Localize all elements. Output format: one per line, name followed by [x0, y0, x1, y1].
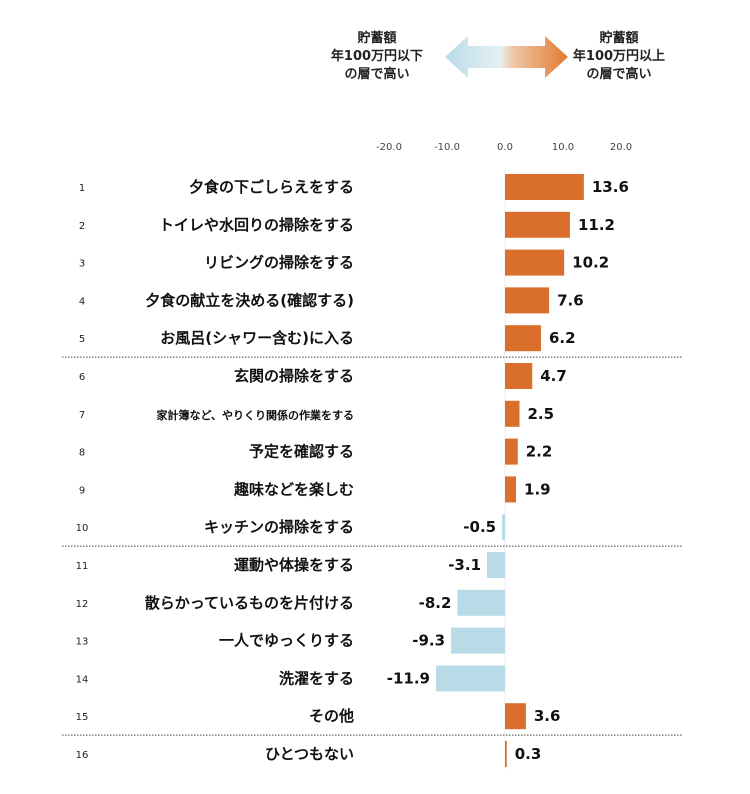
data-label: 3.6: [534, 707, 561, 725]
data-label: 2.2: [526, 443, 553, 461]
category-label: 家計簿など、やりくり関係の作業をする: [157, 408, 354, 422]
bar: [505, 703, 526, 730]
rank-label: 5: [79, 334, 85, 345]
data-label: -9.3: [412, 632, 445, 650]
bar: [505, 400, 520, 427]
category-label: 洗濯をする: [279, 669, 354, 687]
bar: [457, 589, 505, 616]
category-label: 玄関の掃除をする: [234, 367, 354, 385]
double-arrow-icon: [445, 36, 568, 78]
bar: [505, 287, 550, 314]
rank-label: 10: [76, 523, 89, 534]
legend-right-line-3: の層で高い: [586, 67, 652, 82]
category-label: 予定を確認する: [249, 443, 354, 461]
bar: [505, 211, 570, 238]
rank-label: 2: [79, 221, 85, 232]
category-label: 一人でゆっくりする: [219, 632, 354, 650]
bar: [505, 741, 507, 767]
legend-right-text: 貯蓄額 年100万円以上 の層で高い: [549, 30, 689, 84]
data-label: 1.9: [524, 480, 551, 498]
bar: [451, 627, 505, 654]
legend-right-line-1: 貯蓄額: [599, 31, 639, 46]
rank-label: 3: [79, 259, 85, 270]
bar: [487, 552, 505, 578]
legend-left-line-1: 貯蓄額: [357, 31, 397, 46]
category-label: リビングの掃除をする: [204, 254, 354, 272]
category-label: 夕食の献立を決める(確認する): [145, 291, 354, 309]
rank-label: 9: [79, 485, 85, 496]
rank-label: 11: [76, 561, 89, 572]
category-label: お風呂(シャワー含む)に入る: [160, 329, 354, 347]
bar: [505, 363, 533, 389]
data-label: 13.6: [592, 178, 629, 196]
data-label: 11.2: [578, 216, 615, 234]
rank-label: 4: [79, 296, 85, 307]
data-label: 2.5: [528, 405, 555, 423]
data-label: -3.1: [448, 556, 481, 574]
rank-label: 16: [76, 750, 89, 761]
category-label: 散らかっているものを片付ける: [145, 594, 354, 612]
bar: [505, 325, 541, 352]
category-label: 趣味などを楽しむ: [233, 480, 354, 498]
bar: [505, 476, 517, 503]
data-label: -11.9: [387, 669, 430, 687]
category-label: トイレや水回りの掃除をする: [159, 216, 354, 234]
data-label: -0.5: [463, 518, 496, 536]
rank-label: 1: [79, 183, 85, 194]
rank-label: 14: [76, 674, 89, 685]
legend-left-line-2: 年100万円以下: [330, 49, 424, 64]
rank-label: 7: [79, 410, 85, 421]
legend-left-line-3: の層で高い: [344, 67, 410, 82]
rank-label: 12: [76, 599, 89, 610]
rank-label: 8: [79, 448, 85, 459]
x-axis-tick-label: -10.0: [434, 142, 460, 153]
x-axis-tick-label: 0.0: [497, 142, 513, 153]
legend-left-text: 貯蓄額 年100万円以下 の層で高い: [307, 30, 447, 84]
bar: [505, 438, 518, 465]
category-label: 夕食の下ごしらえをする: [189, 178, 354, 196]
category-label: その他: [309, 707, 354, 725]
rank-label: 6: [79, 372, 85, 383]
category-label: 運動や体操をする: [234, 556, 354, 574]
x-axis-tick-label: 10.0: [552, 142, 574, 153]
rank-label: 15: [76, 712, 89, 723]
data-label: 6.2: [549, 329, 576, 347]
data-label: 7.6: [557, 291, 584, 309]
data-label: 10.2: [572, 254, 609, 272]
bar: [435, 665, 505, 692]
data-label: 4.7: [540, 367, 567, 385]
data-label: 0.3: [515, 745, 542, 763]
legend-right-line-2: 年100万円以上: [572, 49, 666, 64]
category-label: ひとつもない: [265, 745, 354, 763]
bar: [505, 249, 565, 276]
x-axis-tick-label: 20.0: [610, 142, 632, 153]
data-label: -8.2: [419, 594, 452, 612]
x-axis-tick-label: -20.0: [376, 142, 402, 153]
bar: [502, 514, 505, 541]
category-label: キッチンの掃除をする: [204, 518, 354, 536]
rank-label: 13: [76, 637, 89, 648]
bar: [505, 174, 584, 200]
